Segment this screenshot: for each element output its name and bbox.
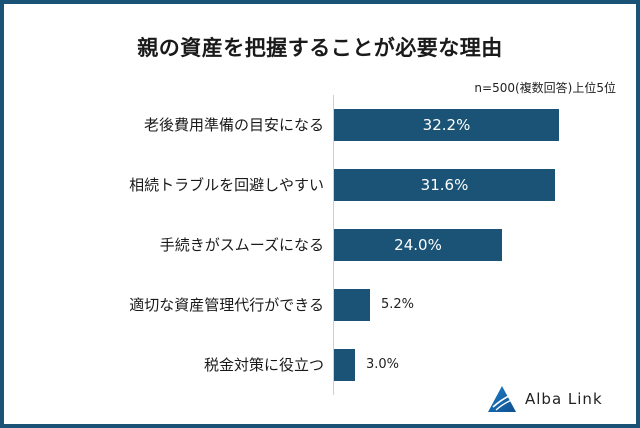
bar-row: 相続トラブルを回避しやすい 31.6% [4,169,636,201]
value-label: 5.2% [381,297,415,312]
value-label: 32.2% [422,116,471,134]
brand-logo: Alba Link [487,385,603,413]
category-label: 適切な資産管理代行ができる [129,296,324,314]
brand-name: Alba Link [525,390,603,408]
category-label: 老後費用準備の目安になる [143,116,324,134]
bar-row: 老後費用準備の目安になる 32.2% [4,109,636,141]
chart-title: 親の資産を把握することが必要な理由 [137,36,503,60]
value-label: 3.0% [366,357,400,372]
bar-row: 適切な資産管理代行ができる 5.2% [4,289,636,321]
bar: 24.0% [334,229,502,261]
bar [334,289,370,321]
bar [334,349,355,381]
sample-note: n=500(複数回答)上位5位 [474,81,616,95]
category-label: 手続きがスムーズになる [159,236,324,254]
value-label: 31.6% [420,176,469,194]
bar-row: 手続きがスムーズになる 24.0% [4,229,636,261]
mountain-triangle-icon [488,386,516,412]
category-axis-line [333,95,334,395]
bar: 32.2% [334,109,559,141]
category-label: 相続トラブルを回避しやすい [129,176,324,194]
bar: 31.6% [334,169,555,201]
bar-row: 税金対策に役立つ 3.0% [4,349,636,381]
value-label: 24.0% [394,236,442,254]
category-label: 税金対策に役立つ [203,356,324,374]
